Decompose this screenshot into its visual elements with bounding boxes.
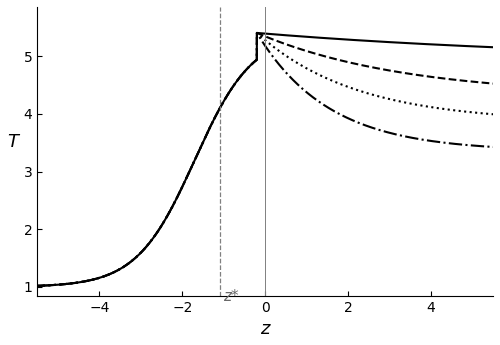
X-axis label: z: z — [260, 320, 270, 338]
Y-axis label: T: T — [7, 133, 18, 151]
Text: z*: z* — [223, 289, 238, 304]
